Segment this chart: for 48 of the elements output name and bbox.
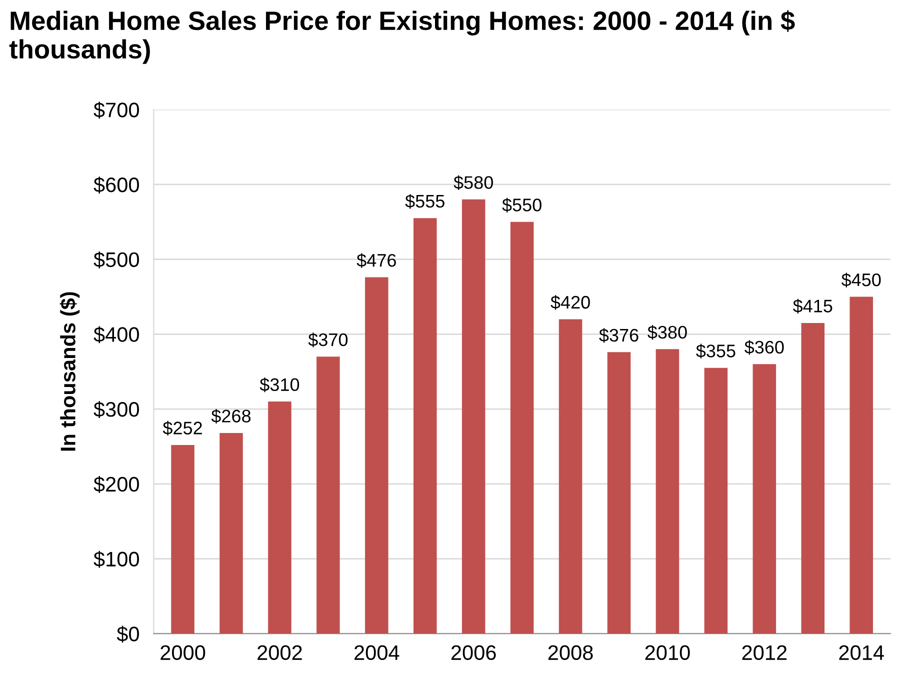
bar xyxy=(365,277,388,634)
data-label: $415 xyxy=(793,298,832,314)
x-tick-label: 2004 xyxy=(354,645,400,660)
data-label: $450 xyxy=(841,272,881,288)
data-label: $376 xyxy=(599,328,638,343)
bar xyxy=(752,364,776,634)
bar xyxy=(220,433,243,634)
data-label: $268 xyxy=(211,408,251,424)
data-label: $310 xyxy=(260,378,300,392)
data-label: $420 xyxy=(550,295,590,310)
bar xyxy=(268,402,292,634)
bar xyxy=(558,319,582,634)
bar xyxy=(704,368,728,634)
x-tick-label: 2012 xyxy=(742,645,787,660)
data-label: $476 xyxy=(356,253,396,268)
y-tick-label: $0 xyxy=(116,626,139,643)
x-tick-label: 2006 xyxy=(451,645,496,660)
y-tick-label: $200 xyxy=(94,476,139,493)
bar xyxy=(510,222,534,634)
x-tick-label: 2008 xyxy=(548,645,593,660)
x-tick-label: 2002 xyxy=(258,645,302,660)
chart-title: Median Home Sales Price for Existing Homes: 2000 - 2014 (in $ thousands) xyxy=(9,10,795,64)
y-tick-label: $400 xyxy=(94,326,139,344)
data-label: $555 xyxy=(405,194,444,209)
data-label: $355 xyxy=(696,344,736,358)
bar xyxy=(607,352,631,634)
x-tick-label: 2010 xyxy=(645,645,690,660)
y-tick-label: $100 xyxy=(94,550,139,568)
y-axis-title: In thousands ($) xyxy=(60,292,80,451)
y-tick-label: $300 xyxy=(94,401,139,418)
data-label: $252 xyxy=(162,420,202,436)
y-tick-label: $500 xyxy=(94,251,139,268)
y-tick-label: $700 xyxy=(94,102,139,119)
x-tick-label: 2000 xyxy=(160,645,206,660)
data-label: $370 xyxy=(308,332,348,348)
bar xyxy=(850,296,873,634)
x-tick-label: 2014 xyxy=(839,645,884,660)
data-label: $580 xyxy=(454,175,493,190)
y-tick-label: $600 xyxy=(94,176,139,194)
bar xyxy=(316,356,340,634)
bar xyxy=(462,199,486,634)
data-label: $550 xyxy=(502,198,542,212)
data-label: $360 xyxy=(744,340,784,355)
bar xyxy=(171,444,194,634)
bar xyxy=(656,349,680,634)
bar xyxy=(413,218,437,634)
bar xyxy=(801,322,825,634)
data-label: $380 xyxy=(648,325,687,340)
